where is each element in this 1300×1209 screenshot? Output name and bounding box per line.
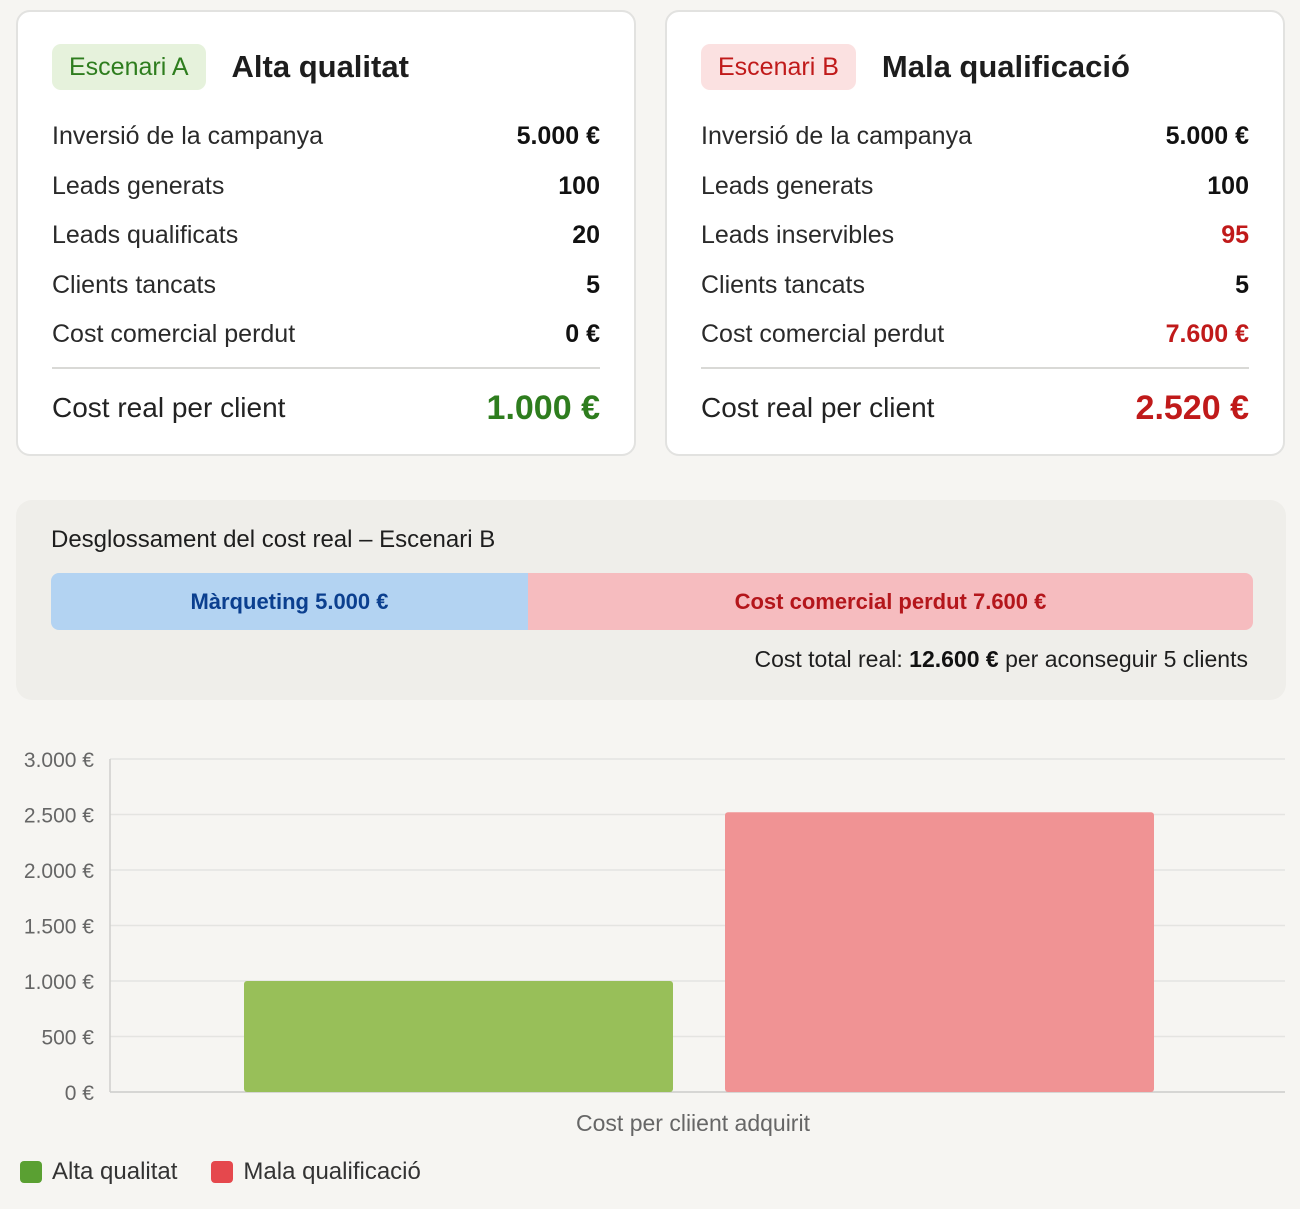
y-tick-label: 500 € <box>41 1027 94 1050</box>
total-value: 1.000 € <box>486 388 600 427</box>
row-value: 7.600 € <box>1165 320 1249 348</box>
row-label: Cost comercial perdut <box>52 320 296 348</box>
table-row: Leads generats 100 <box>52 162 600 212</box>
row-label: Leads inservibles <box>701 221 895 249</box>
total-label: Cost real per client <box>52 392 286 423</box>
y-tick-label: 1.500 € <box>24 916 94 939</box>
y-tick-label: 1.000 € <box>24 971 94 994</box>
scenario-b-badge: Escenari B <box>701 44 856 90</box>
total-label: Cost real per client <box>701 392 935 423</box>
scenario-a-card: Escenari A Alta qualitat Inversió de la … <box>16 10 636 456</box>
marketing-segment: Màrqueting 5.000 € <box>51 573 528 630</box>
divider <box>52 367 600 369</box>
row-label: Leads generats <box>52 171 225 200</box>
row-label: Leads generats <box>701 171 874 200</box>
table-row: Leads generats 100 <box>701 162 1249 212</box>
row-value: 100 <box>558 171 600 200</box>
scenario-b-title: Mala qualificació <box>881 49 1130 84</box>
row-value: 5 <box>586 270 600 299</box>
cost-per-client-chart: 0 € 500 € 1.000 € 1.500 € 2.000 € 2.500 € 3.00… <box>24 749 1285 1136</box>
row-label: Leads qualificats <box>52 221 239 249</box>
y-tick-label: 3.000 € <box>24 749 94 772</box>
row-value: 0 € <box>565 320 600 348</box>
x-axis-label: Cost per cliient adquirit <box>576 1110 811 1136</box>
y-tick-label: 0 € <box>65 1082 95 1105</box>
cost-breakdown-panel: Desglossament del cost real – Escenari B… <box>16 500 1286 700</box>
table-row: Cost comercial perdut 7.600 € <box>701 310 1249 360</box>
scenario-b-header: Escenari B Mala qualificació <box>701 44 1130 90</box>
y-tick-label: 2.000 € <box>24 860 94 883</box>
row-value: 100 <box>1207 171 1249 200</box>
bar-mala-qualificacio <box>725 812 1154 1092</box>
total-cost-prefix: Cost total real: <box>754 646 903 672</box>
legend-swatch <box>20 1161 42 1183</box>
table-row: Clients tancats 5 <box>701 261 1249 311</box>
scenario-a-badge: Escenari A <box>52 44 206 90</box>
scenario-b-rows: Inversió de la campanya 5.000 € Leads ge… <box>701 112 1249 360</box>
row-label: Cost comercial perdut <box>701 320 945 348</box>
divider <box>701 367 1249 369</box>
total-cost-amount: 12.600 € <box>909 646 999 672</box>
table-row: Leads qualificats 20 <box>52 211 600 261</box>
scenario-b-total: Cost real per client 2.520 € <box>701 380 1249 436</box>
chart-legend: Alta qualitat Mala qualificació <box>20 1158 455 1186</box>
total-cost-suffix: per aconseguir 5 clients <box>1005 646 1248 672</box>
breakdown-title: Desglossament del cost real – Escenari B <box>51 526 496 553</box>
cost-stacked-bar: Màrqueting 5.000 € Cost comercial perdut… <box>51 573 1253 630</box>
row-label: Inversió de la campanya <box>52 122 323 150</box>
legend-swatch <box>211 1161 234 1183</box>
row-value: 5.000 € <box>1165 122 1249 150</box>
bar-alta-qualitat <box>244 981 673 1092</box>
table-row: Cost comercial perdut 0 € <box>52 310 600 360</box>
scenario-a-total: Cost real per client 1.000 € <box>52 380 600 436</box>
table-row: Inversió de la campanya 5.000 € <box>701 112 1249 162</box>
row-value: 20 <box>572 221 600 249</box>
legend-label: Mala qualificació <box>243 1158 421 1185</box>
legend-label: Alta qualitat <box>52 1158 178 1185</box>
legend-item-alta-qualitat: Alta qualitat <box>20 1158 177 1186</box>
scenario-a-rows: Inversió de la campanya 5.000 € Leads ge… <box>52 112 600 360</box>
legend-item-mala-qualificacio: Mala qualificació <box>211 1158 421 1186</box>
row-label: Clients tancats <box>52 270 216 299</box>
row-value: 5.000 € <box>516 122 600 150</box>
table-row: Clients tancats 5 <box>52 261 600 311</box>
total-value: 2.520 € <box>1135 388 1249 427</box>
row-label: Inversió de la campanya <box>701 122 972 150</box>
y-tick-label: 2.500 € <box>24 805 94 828</box>
row-value: 95 <box>1221 221 1249 249</box>
row-label: Clients tancats <box>701 270 865 299</box>
row-value: 5 <box>1235 270 1249 299</box>
scenario-a-title: Alta qualitat <box>231 49 409 84</box>
scenario-b-card: Escenari B Mala qualificació Inversió de… <box>665 10 1285 456</box>
scenario-a-header: Escenari A Alta qualitat <box>52 44 409 90</box>
total-cost-line: Cost total real: 12.600 € per aconseguir… <box>754 646 1248 673</box>
table-row: Inversió de la campanya 5.000 € <box>52 112 600 162</box>
table-row: Leads inservibles 95 <box>701 211 1249 261</box>
lost-cost-segment: Cost comercial perdut 7.600 € <box>527 573 1253 630</box>
